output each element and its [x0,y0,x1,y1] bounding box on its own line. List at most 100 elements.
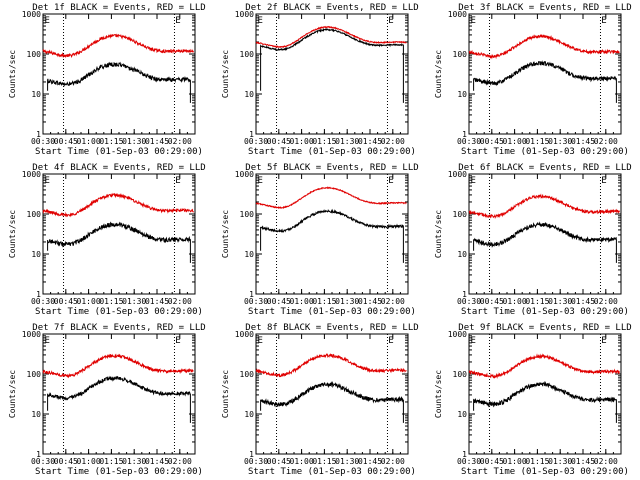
y-axis-label: Counts/sec [221,210,230,258]
y-tick-label: 1 [462,290,467,299]
chart-panel-7: Det 7f BLACK = Events, RED = LLD 1 10 100 10… [8,323,206,477]
y-tick-label: 100 [27,210,42,219]
x-tick-label: 01:00 [503,457,527,466]
x-tick-label: 01:15 [99,137,123,146]
plot-frame [468,333,622,455]
x-tick-label: 01:00 [290,137,314,146]
chart-panel-8: Det 8f BLACK = Events, RED = LLD 1 10 100 10… [221,323,419,477]
series-line-lld [468,193,620,220]
event-marker-label: E [601,336,606,346]
x-tick-label: 01:45 [145,457,169,466]
x-tick-label: 01:45 [145,137,169,146]
y-axis-label: Counts/sec [8,50,17,98]
y-tick-label: 1 [249,450,254,459]
y-tick-label: 100 [240,50,255,59]
x-tick-label: 01:15 [312,457,336,466]
series-line-events [47,375,191,423]
x-tick-label: 01:30 [548,457,572,466]
y-tick-label: 1 [36,290,41,299]
series-line-lld [255,186,407,210]
x-tick-label: 01:45 [358,457,382,466]
plot-frame [468,13,622,135]
x-tick-label: 01:30 [335,137,359,146]
y-tick-label: 1000 [22,330,41,339]
chart-title: Det 3f BLACK = Events, RED = LLD [458,3,631,13]
x-tick-label: 01:30 [548,137,572,146]
y-axis-label: Counts/sec [221,370,230,418]
y-tick-label: 10 [244,410,254,419]
series-line-events [473,60,617,103]
series-line-lld [468,34,620,60]
y-tick-label: 1000 [448,10,467,19]
x-tick-label: 02:00 [594,297,618,306]
x-tick-label: 01:15 [99,297,123,306]
x-tick-label: 00:45 [480,297,504,306]
event-marker-label: E [388,336,393,346]
x-axis-label: Start Time (01-Sep-03 00:29:00) [35,147,203,157]
x-tick-label: 00:45 [54,457,78,466]
event-marker-label: E [258,16,263,26]
x-axis-label: Start Time (01-Sep-03 00:29:00) [461,467,629,477]
y-axis-label: Counts/sec [434,370,443,418]
x-tick-label: 01:15 [525,457,549,466]
x-tick-label: 00:30 [244,297,268,306]
x-tick-label: 00:45 [480,457,504,466]
chart-title: Det 9f BLACK = Events, RED = LLD [458,323,631,333]
x-tick-label: 01:30 [122,137,146,146]
x-tick-label: 01:00 [503,297,527,306]
y-tick-label: 1 [462,130,467,139]
y-tick-label: 10 [244,90,254,99]
series-line-lld [255,353,407,378]
event-marker-label: E [388,16,393,26]
chart-title: Det 8f BLACK = Events, RED = LLD [245,323,418,333]
chart-title: Det 6f BLACK = Events, RED = LLD [458,163,631,173]
series-line-events [260,381,404,423]
y-tick-label: 1 [462,450,467,459]
x-axis-label: Start Time (01-Sep-03 00:29:00) [461,147,629,157]
x-tick-label: 01:00 [290,457,314,466]
event-marker-label: E [45,336,50,346]
y-tick-label: 100 [453,210,468,219]
x-tick-label: 01:30 [335,297,359,306]
chart-title: Det 7f BLACK = Events, RED = LLD [32,323,205,333]
event-marker-label: E [471,16,476,26]
y-axis-label: Counts/sec [434,210,443,258]
plot-frame [42,173,196,295]
event-marker-label: E [388,176,393,186]
y-tick-label: 10 [244,250,254,259]
x-tick-label: 01:45 [571,137,595,146]
y-axis-label: Counts/sec [8,370,17,418]
series-line-events [47,61,191,103]
plot-frame [468,173,622,295]
event-marker-label: E [601,16,606,26]
chart-title: Det 2f BLACK = Events, RED = LLD [245,3,418,13]
x-axis-label: Start Time (01-Sep-03 00:29:00) [248,147,416,157]
y-tick-label: 1 [36,130,41,139]
chart-panel-5: Det 5f BLACK = Events, RED = LLD 1 10 100 10… [221,163,419,317]
y-tick-label: 10 [31,90,41,99]
series-line-events [47,221,191,263]
plot-frame [42,13,196,135]
event-marker-label: E [471,336,476,346]
x-tick-label: 01:45 [145,297,169,306]
x-tick-label: 00:30 [31,137,55,146]
x-tick-label: 01:30 [122,457,146,466]
y-tick-label: 1000 [448,170,467,179]
y-axis-label: Counts/sec [434,50,443,98]
y-tick-label: 100 [453,50,468,59]
y-tick-label: 1 [249,130,254,139]
x-tick-label: 00:30 [31,297,55,306]
chart-panel-2: Det 2f BLACK = Events, RED = LLD 1 10 100 10… [221,3,419,157]
y-tick-label: 10 [457,250,467,259]
x-tick-label: 01:00 [290,297,314,306]
event-marker-label: E [258,336,263,346]
x-tick-label: 00:30 [457,457,481,466]
x-tick-label: 00:45 [267,457,291,466]
chart-panel-1: Det 1f BLACK = Events, RED = LLD 1 10 100 10… [8,3,206,157]
series-line-events [473,380,617,423]
x-tick-label: 02:00 [381,297,405,306]
y-tick-label: 1000 [22,10,41,19]
event-marker-label: E [601,176,606,186]
x-tick-label: 01:45 [571,457,595,466]
